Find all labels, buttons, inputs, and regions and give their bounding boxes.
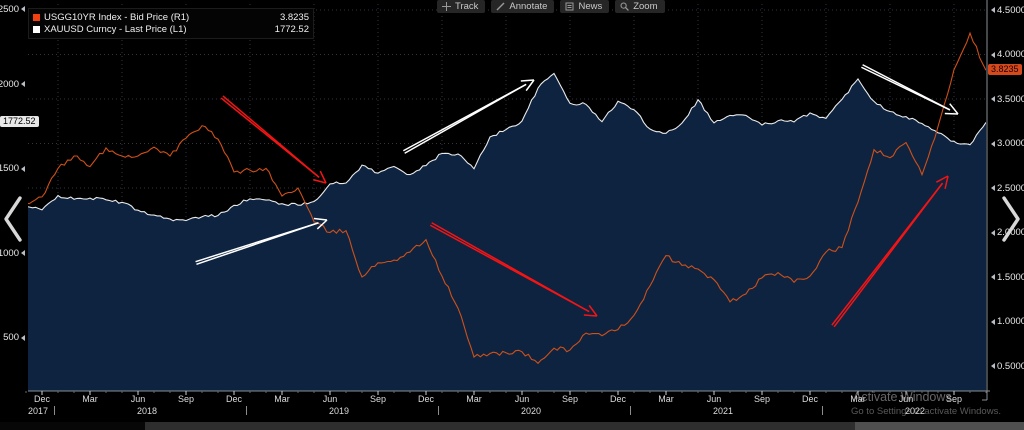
x-axis-year-separator (630, 406, 631, 415)
bottom-strip-middle (145, 422, 855, 430)
x-axis-year-separator (246, 406, 247, 415)
annotation-arrow-4 (429, 222, 598, 317)
legend-value: 1772.52 (274, 23, 309, 35)
x-axis-month-label: Dec (33, 394, 50, 404)
right-axis-tick-label: 4.5000 (991, 5, 1024, 16)
x-axis-month-label: Dec (801, 394, 818, 404)
chart-legend: USGG10YR Index - Bid Price (R1) 3.8235 XAU… (28, 8, 314, 39)
right-axis-tick-label: 3.5000 (991, 94, 1024, 105)
right-axis-tick-label: 1.5000 (991, 272, 1024, 283)
x-axis-month-label: Jun (322, 394, 338, 404)
x-axis-month-label: Mar (82, 394, 98, 404)
x-axis-month-label: Dec (609, 394, 626, 404)
right-axis-tick-label: 3.0000 (991, 138, 1024, 149)
x-axis-month-label: Sep (177, 394, 194, 404)
annotation-arrow-2 (195, 217, 328, 266)
axis-tick-icon (991, 229, 995, 236)
axis-tick-icon (991, 274, 995, 280)
left-axis-tick-label: 500 (3, 332, 25, 343)
right-axis-tick-label: 4.0000 (991, 49, 1024, 60)
axis-tick-icon (991, 318, 995, 325)
x-axis-month-label: Mar (466, 394, 482, 404)
x-axis-month-label: Sep (561, 394, 578, 404)
track-icon (442, 1, 451, 11)
x-axis-month-label: Jun (130, 394, 146, 404)
left-axis-tick-label: 2000 (0, 79, 25, 90)
zoom-icon (620, 2, 630, 11)
x-axis-month-label: Sep (945, 394, 962, 404)
x-axis-year-label: 2017 (27, 406, 49, 416)
axis-tick-icon (991, 51, 995, 58)
x-axis-month-label: Sep (369, 394, 386, 404)
legend-label: USGG10YR Index - Bid Price (R1) (44, 11, 190, 23)
right-axis-tick-label: 1.0000 (991, 316, 1024, 327)
annotation-arrow-5 (861, 64, 959, 115)
x-axis-year-separator (54, 406, 55, 415)
x-axis-year-separator (822, 406, 823, 415)
left-axis-tick-label: 1500 (0, 163, 25, 174)
axis-tick-icon (21, 6, 25, 12)
left-axis-tick-label: 2500 (0, 4, 25, 15)
yield-last-price-badge: 3.8235 (988, 64, 1022, 76)
legend-item-xauusd[interactable]: XAUUSD Curncy - Last Price (L1) 1772.52 (33, 23, 309, 35)
axis-tick-icon (21, 165, 25, 172)
axis-tick-icon (991, 140, 995, 147)
x-axis-year-label: 2022 (904, 406, 926, 416)
toolbar-news-button[interactable]: News (560, 0, 610, 13)
x-axis-month-label: Dec (225, 394, 242, 404)
legend-item-usgg10yr[interactable]: USGG10YR Index - Bid Price (R1) 3.8235 (33, 11, 309, 23)
x-axis-month-label: Mar (658, 394, 674, 404)
left-axis-tick-label: 1000 (0, 248, 25, 259)
axis-tick-icon (21, 81, 25, 87)
axis-tick-icon (991, 185, 995, 191)
annotation-arrow-1 (220, 95, 327, 184)
toolbar-label: Zoom (633, 0, 658, 12)
axis-tick-icon (991, 363, 995, 369)
chart-toolbar: Track Annotate News Zoom (437, 0, 665, 13)
gold-last-price-badge: 1772.52 (0, 116, 39, 128)
x-axis-year-label: 2018 (136, 406, 158, 416)
x-axis-month-label: Dec (417, 394, 434, 404)
x-axis-month-label: Mar (274, 394, 290, 404)
legend-swatch-icon (33, 13, 40, 21)
legend-swatch-icon (33, 25, 40, 33)
x-axis-month-label: Jun (706, 394, 722, 404)
toolbar-zoom-button[interactable]: Zoom (615, 0, 665, 13)
x-axis-month-label: Jun (898, 394, 914, 404)
x-axis-year-label: 2020 (520, 406, 542, 416)
news-icon (565, 2, 574, 11)
annotation-arrow-3 (402, 79, 535, 154)
x-axis-year-separator (438, 406, 439, 415)
right-axis-tick-label: 2.5000 (991, 183, 1024, 194)
x-axis-month-label: Mar (850, 394, 866, 404)
axis-tick-icon (21, 250, 25, 256)
scroll-right-chevron-icon[interactable] (1000, 194, 1022, 244)
toolbar-label: Track (455, 0, 479, 12)
toolbar-track-button[interactable]: Track (437, 0, 486, 13)
axis-tick-icon (991, 7, 995, 13)
x-axis-year-label: 2021 (712, 406, 734, 416)
bottom-strip-left (0, 422, 145, 430)
toolbar-annotate-button[interactable]: Annotate (491, 0, 555, 13)
legend-label: XAUUSD Curncy - Last Price (L1) (44, 23, 187, 35)
bottom-strip-right (855, 422, 1024, 430)
x-axis-month-label: Jun (514, 394, 530, 404)
legend-value: 3.8235 (279, 11, 309, 23)
axis-tick-icon (991, 96, 995, 102)
x-axis-month-label: Sep (753, 394, 770, 404)
annotate-icon (496, 2, 505, 11)
right-axis-tick-label: 0.5000 (991, 361, 1024, 372)
annotation-arrow-6 (831, 175, 949, 328)
scroll-left-chevron-icon[interactable] (2, 194, 24, 244)
x-axis-year-label: 2019 (328, 406, 350, 416)
toolbar-label: News (578, 0, 603, 12)
axis-tick-icon (21, 334, 25, 341)
toolbar-label: Annotate (509, 0, 548, 12)
